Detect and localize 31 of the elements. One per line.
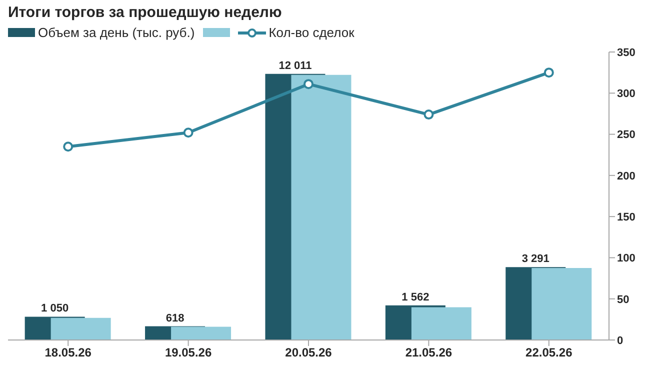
x-tick-label: 20.05.26: [285, 346, 332, 360]
x-tick-label: 18.05.26: [44, 346, 92, 360]
bar: [291, 74, 352, 340]
data-label: 1 050: [41, 302, 69, 315]
x-tick-label: 21.05.26: [405, 346, 452, 360]
point: [544, 68, 554, 78]
legend-label: Объем за день (тыс. руб.): [38, 25, 195, 40]
y2-tick-label: 150: [617, 211, 636, 224]
point: [183, 128, 194, 138]
point: [63, 142, 74, 152]
bar: [411, 307, 472, 340]
y2-tick-label: 350: [617, 46, 636, 59]
legend-label: Кол-во сделок: [268, 25, 354, 40]
bar: [50, 318, 111, 340]
y2-tick-label: 300: [617, 88, 636, 100]
y2-tick-label: 100: [617, 252, 636, 265]
y2-tick-label: 50: [617, 294, 630, 306]
x-tick-label: 22.05.26: [526, 346, 573, 360]
data-label: 618: [166, 312, 184, 324]
chart-title: Итоги торгов за прошедшую неделю: [8, 4, 283, 21]
y2-tick-label: 200: [617, 170, 636, 182]
data-label: 12 011: [278, 60, 312, 72]
data-label: 3 291: [522, 253, 550, 266]
point: [304, 79, 314, 90]
bar: [532, 268, 592, 340]
bar: [171, 326, 232, 340]
data-label: 1 562: [402, 291, 430, 304]
y2-tick-label: 250: [617, 129, 636, 142]
point: [424, 110, 434, 120]
y2-tick-label: 0: [617, 334, 624, 347]
x-tick-label: 19.05.26: [164, 346, 212, 360]
